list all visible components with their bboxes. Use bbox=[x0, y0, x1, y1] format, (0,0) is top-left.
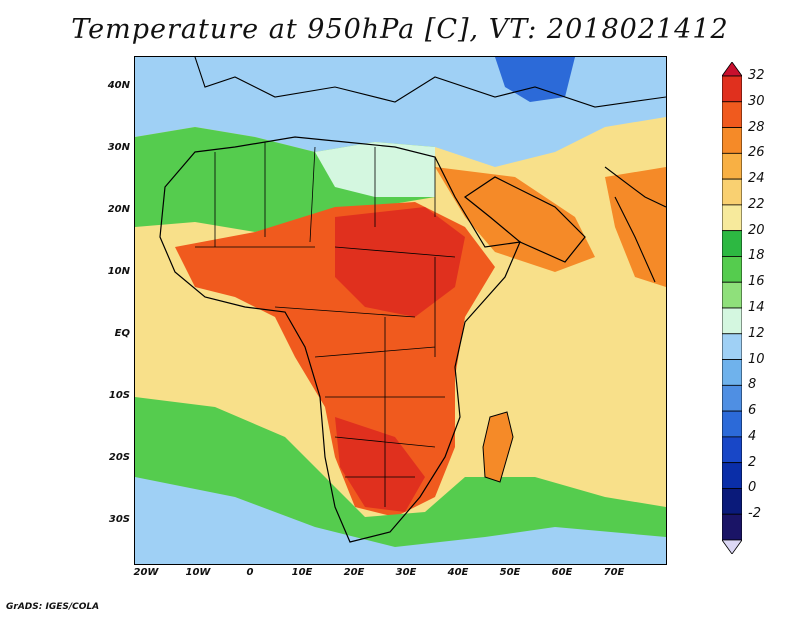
europe-coastline bbox=[194, 57, 666, 108]
lat-label-30s: 30S bbox=[108, 514, 130, 525]
colorbar-label: 16 bbox=[748, 274, 765, 290]
colorbar-segment bbox=[722, 256, 742, 283]
india-warm-region bbox=[605, 167, 666, 287]
colorbar-label: 30 bbox=[748, 93, 765, 109]
colorbar-segment bbox=[722, 410, 742, 438]
colorbar-label: 24 bbox=[748, 171, 765, 187]
colorbar-top-arrow bbox=[722, 62, 742, 77]
lat-label-10s: 10S bbox=[108, 390, 130, 401]
country-borders bbox=[195, 142, 456, 507]
lon-label-0: 0 bbox=[246, 567, 254, 578]
colorbar-segment bbox=[722, 436, 742, 464]
colorbar-segment bbox=[722, 513, 742, 541]
madagascar bbox=[482, 411, 514, 483]
colorbar-label: 8 bbox=[748, 377, 757, 393]
colorbar-label: 18 bbox=[748, 248, 765, 264]
colorbar-segment bbox=[722, 127, 742, 154]
lon-label-30e: 30E bbox=[395, 567, 417, 578]
colorbar-segment bbox=[722, 178, 742, 206]
lon-label-40e: 40E bbox=[447, 567, 469, 578]
colorbar-segment bbox=[722, 333, 742, 360]
colorbar-label: -2 bbox=[748, 506, 761, 522]
colorbar-bottom-arrow bbox=[722, 539, 742, 554]
colorbar-label: 6 bbox=[748, 403, 757, 419]
lon-label-20w: 20W bbox=[133, 567, 159, 578]
colorbar-label: 12 bbox=[748, 325, 765, 341]
lat-label-10n: 10N bbox=[107, 266, 130, 277]
colorbar bbox=[722, 62, 742, 554]
colorbar-segment bbox=[722, 359, 742, 386]
lat-label-20n: 20N bbox=[107, 204, 130, 215]
africa-coastline bbox=[159, 136, 521, 543]
colorbar-segment bbox=[722, 384, 742, 412]
colorbar-segment bbox=[722, 75, 742, 103]
southern-cold-band bbox=[135, 477, 666, 564]
lon-label-70e: 70E bbox=[603, 567, 625, 578]
arabia-warm-region bbox=[435, 167, 595, 272]
lat-label-20s: 20S bbox=[108, 452, 130, 463]
southern-africa-hottest bbox=[335, 417, 425, 512]
lat-label-eq: EQ bbox=[114, 328, 130, 339]
lon-label-10w: 10W bbox=[185, 567, 211, 578]
arabia-coastline bbox=[463, 176, 586, 263]
colorbar-label: 10 bbox=[748, 351, 765, 367]
colorbar-label: 28 bbox=[748, 119, 765, 135]
colorbar-segment bbox=[722, 462, 742, 489]
temperature-map bbox=[134, 56, 667, 565]
colorbar-label: 14 bbox=[748, 300, 765, 315]
colorbar-label: 22 bbox=[748, 196, 765, 212]
europe-cold-region bbox=[495, 57, 575, 102]
grads-credit: GrADS: IGES/COLA bbox=[6, 602, 100, 612]
colorbar-label: 4 bbox=[748, 428, 757, 444]
colorbar-segment bbox=[722, 101, 742, 128]
colorbar-label: 32 bbox=[748, 68, 765, 83]
colorbar-segment bbox=[722, 281, 742, 309]
east-africa-hottest bbox=[335, 207, 465, 317]
colorbar-segment bbox=[722, 230, 742, 257]
colorbar-label: 2 bbox=[748, 454, 757, 470]
colorbar-segment bbox=[722, 152, 742, 180]
colorbar-label: 0 bbox=[748, 480, 757, 496]
lon-label-20e: 20E bbox=[343, 567, 365, 578]
india-coastline bbox=[604, 166, 666, 283]
lat-label-30n: 30N bbox=[107, 142, 130, 153]
lon-label-50e: 50E bbox=[499, 567, 521, 578]
colorbar-segment bbox=[722, 307, 742, 335]
chart-title: Temperature at 950hPa [C], VT: 201802141… bbox=[71, 14, 729, 45]
colorbar-label: 20 bbox=[748, 222, 765, 238]
lat-label-40n: 40N bbox=[107, 80, 130, 91]
colorbar-label: 26 bbox=[748, 145, 765, 161]
colorbar-segment bbox=[722, 488, 742, 515]
lon-label-60e: 60E bbox=[551, 567, 573, 578]
lon-label-10e: 10E bbox=[291, 567, 313, 578]
colorbar-segment bbox=[722, 204, 742, 232]
